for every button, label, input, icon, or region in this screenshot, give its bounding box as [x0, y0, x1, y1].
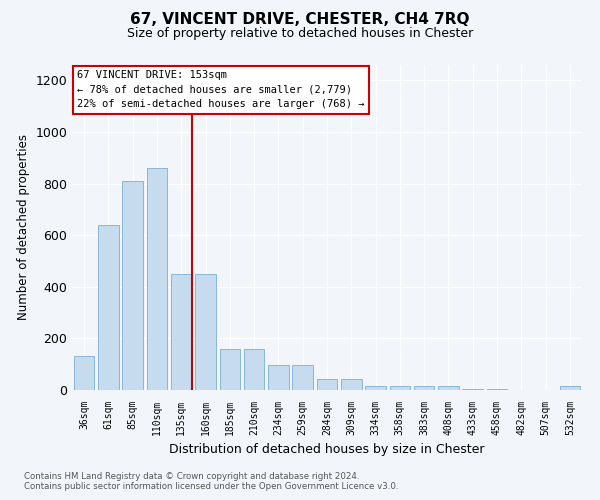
Bar: [389, 386, 410, 390]
Bar: [317, 379, 337, 390]
Bar: [463, 388, 483, 390]
Bar: [268, 366, 289, 390]
Bar: [414, 386, 434, 390]
Bar: [438, 386, 459, 390]
Bar: [292, 366, 313, 390]
Bar: [195, 274, 216, 390]
Text: Contains public sector information licensed under the Open Government Licence v3: Contains public sector information licen…: [24, 482, 398, 491]
Bar: [98, 225, 119, 390]
Bar: [560, 386, 580, 390]
Bar: [171, 274, 191, 390]
Bar: [487, 388, 508, 390]
Bar: [244, 348, 265, 390]
Bar: [341, 379, 362, 390]
Text: 67, VINCENT DRIVE, CHESTER, CH4 7RQ: 67, VINCENT DRIVE, CHESTER, CH4 7RQ: [130, 12, 470, 28]
Bar: [122, 181, 143, 390]
Text: Size of property relative to detached houses in Chester: Size of property relative to detached ho…: [127, 28, 473, 40]
Text: Contains HM Land Registry data © Crown copyright and database right 2024.: Contains HM Land Registry data © Crown c…: [24, 472, 359, 481]
Bar: [74, 356, 94, 390]
Bar: [146, 168, 167, 390]
Y-axis label: Number of detached properties: Number of detached properties: [17, 134, 30, 320]
X-axis label: Distribution of detached houses by size in Chester: Distribution of detached houses by size …: [169, 444, 485, 456]
Text: 67 VINCENT DRIVE: 153sqm
← 78% of detached houses are smaller (2,779)
22% of sem: 67 VINCENT DRIVE: 153sqm ← 78% of detach…: [77, 70, 365, 110]
Bar: [365, 386, 386, 390]
Bar: [220, 348, 240, 390]
